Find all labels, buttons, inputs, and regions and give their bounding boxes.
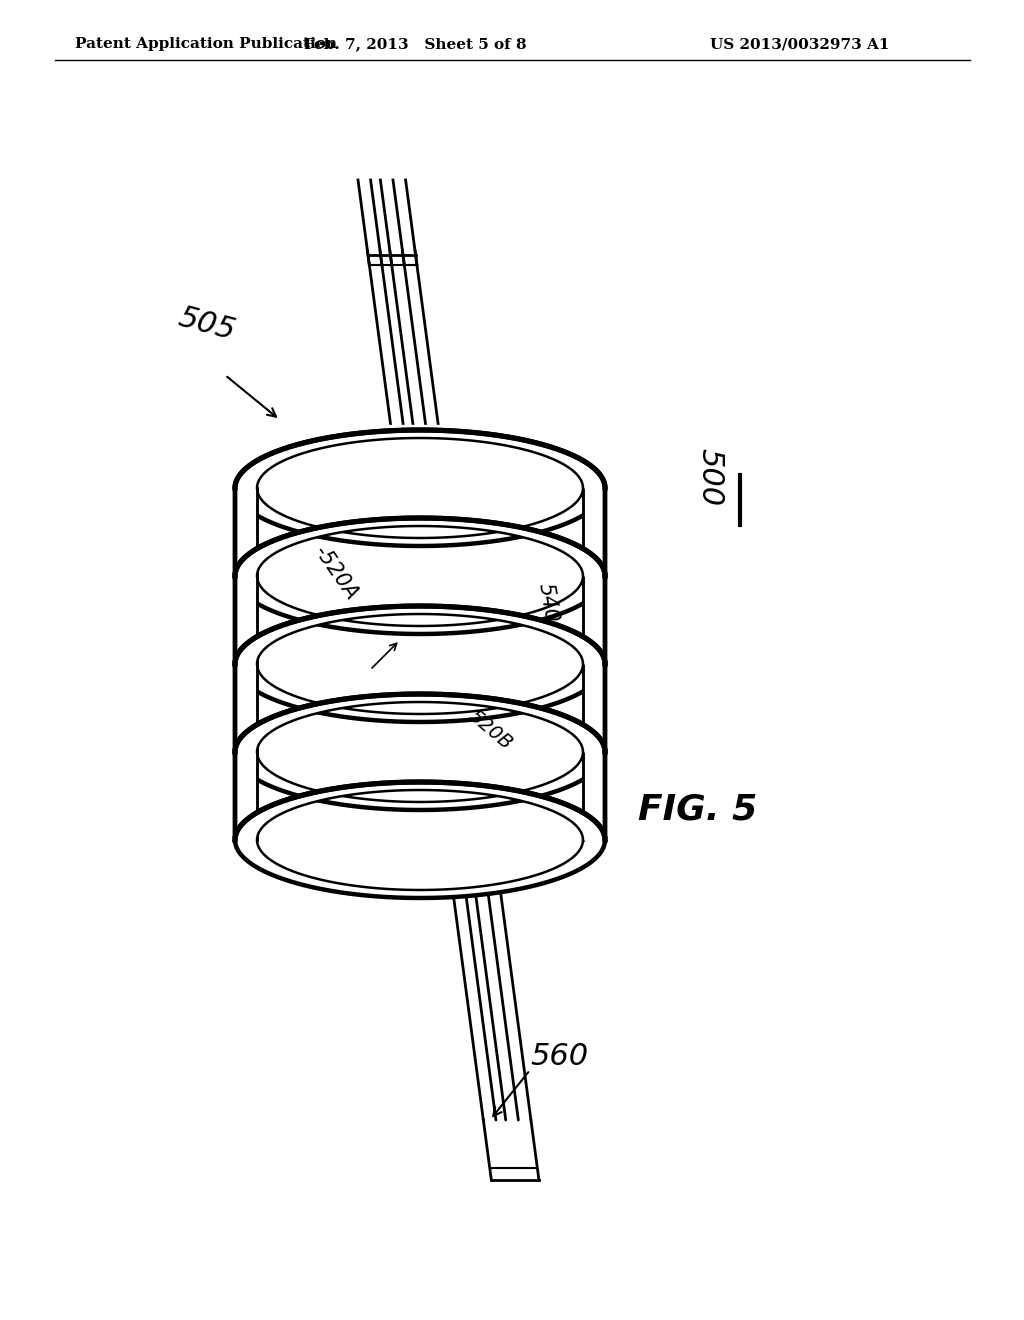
Text: 500: 500 — [695, 447, 724, 506]
Text: Feb. 7, 2013   Sheet 5 of 8: Feb. 7, 2013 Sheet 5 of 8 — [304, 37, 526, 51]
Polygon shape — [234, 430, 605, 488]
Text: 505: 505 — [175, 304, 239, 346]
Polygon shape — [368, 249, 496, 1119]
Text: FIG. 5: FIG. 5 — [638, 793, 758, 828]
Text: -520A: -520A — [310, 543, 361, 605]
Polygon shape — [234, 606, 605, 664]
Text: 540: 540 — [535, 581, 561, 624]
Polygon shape — [234, 694, 605, 752]
Text: 520B: 520B — [465, 708, 516, 754]
Polygon shape — [380, 249, 506, 1119]
Polygon shape — [402, 249, 530, 1119]
Polygon shape — [390, 249, 518, 1119]
Text: 560: 560 — [530, 1041, 588, 1071]
Polygon shape — [234, 781, 605, 840]
Text: US 2013/0032973 A1: US 2013/0032973 A1 — [710, 37, 890, 51]
Polygon shape — [234, 517, 605, 576]
Text: Patent Application Publication: Patent Application Publication — [75, 37, 337, 51]
